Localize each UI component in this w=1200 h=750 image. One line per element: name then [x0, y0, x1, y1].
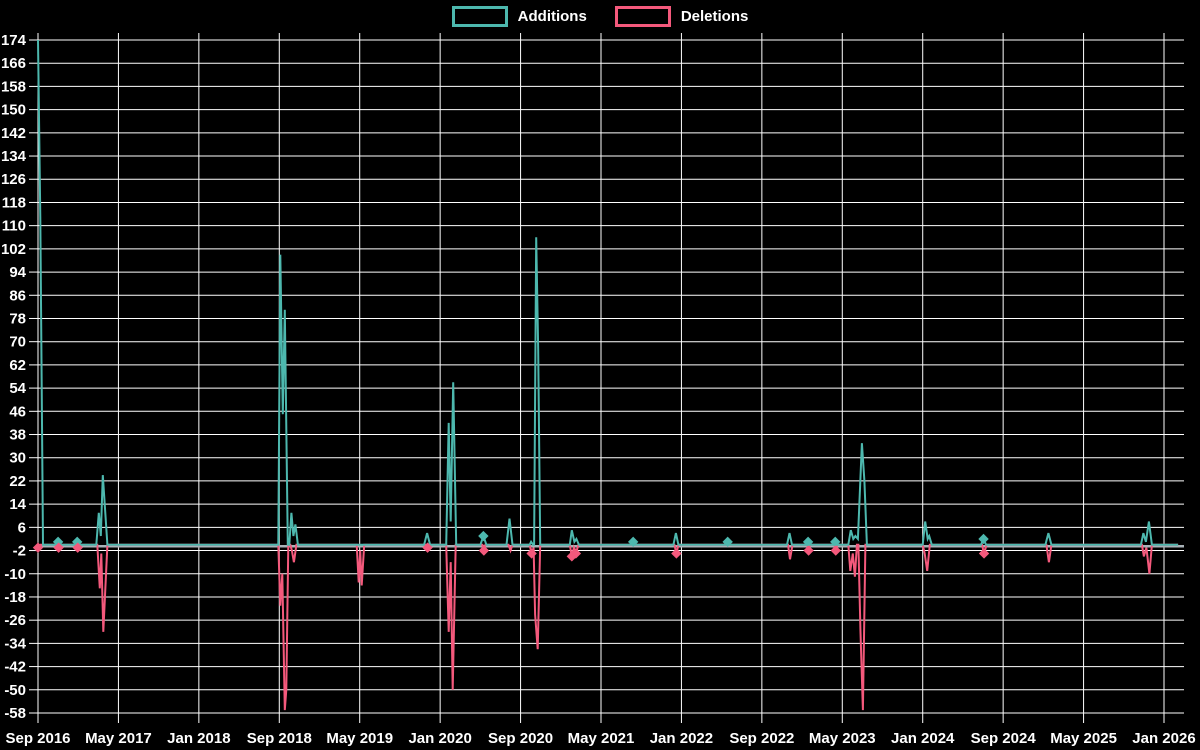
- x-tick-label: Jan 2024: [891, 730, 955, 747]
- y-tick-label: 6: [18, 519, 26, 536]
- x-tick-label: Sep 2016: [5, 730, 70, 747]
- marker-diamond-deletions: [422, 542, 433, 553]
- x-tick-label: Sep 2024: [971, 730, 1037, 747]
- legend-item-additions[interactable]: Additions: [451, 6, 587, 27]
- x-tick-label: May 2021: [568, 730, 635, 747]
- y-tick-label: 118: [2, 194, 26, 211]
- marker-diamond-deletions: [570, 548, 582, 559]
- marker-diamond-deletions: [671, 548, 682, 559]
- marker-diamond-additions: [722, 536, 733, 548]
- y-tick-label: 102: [1, 241, 26, 258]
- y-tick-label: 14: [9, 496, 26, 513]
- y-tick-label: 110: [2, 218, 26, 235]
- y-tick-label: 62: [9, 357, 26, 374]
- legend-item-deletions[interactable]: Deletions: [614, 6, 749, 27]
- y-tick-label: -34: [4, 635, 26, 652]
- y-tick-label: -10: [4, 566, 26, 583]
- y-tick-label: 166: [1, 55, 26, 72]
- x-tick-label: May 2017: [85, 730, 152, 747]
- y-tick-label: 86: [9, 287, 26, 304]
- y-tick-label: 54: [9, 380, 26, 397]
- y-tick-label: -58: [4, 705, 26, 722]
- marker-diamond-deletions: [478, 545, 490, 556]
- y-tick-label: 126: [1, 171, 26, 188]
- y-tick-label: 46: [9, 403, 26, 420]
- series-line-additions: [37, 39, 1179, 546]
- y-tick-label: 94: [9, 264, 26, 281]
- y-tick-label: 158: [1, 78, 26, 95]
- x-tick-label: Jan 2022: [650, 730, 713, 747]
- marker-diamond-additions: [627, 536, 639, 548]
- y-tick-label: 30: [9, 450, 26, 467]
- x-tick-label: May 2025: [1050, 730, 1117, 747]
- chart-legend: Additions Deletions: [0, 6, 1200, 27]
- y-tick-label: 134: [1, 148, 27, 165]
- x-tick-label: Sep 2020: [488, 730, 553, 747]
- x-tick-label: Jan 2026: [1132, 730, 1195, 747]
- x-tick-label: May 2023: [809, 730, 876, 747]
- y-tick-label: 22: [9, 473, 26, 490]
- deletions-legend-label: Deletions: [680, 8, 749, 25]
- x-tick-label: Sep 2018: [247, 730, 312, 747]
- y-tick-label: 174: [1, 32, 27, 49]
- marker-diamond-deletions: [978, 548, 990, 559]
- y-tick-label: -50: [4, 682, 26, 699]
- additions-swatch-icon: [451, 6, 508, 27]
- x-tick-label: Sep 2022: [729, 730, 794, 747]
- y-tick-label: 78: [9, 310, 26, 327]
- y-tick-label: 142: [1, 125, 26, 142]
- y-tick-label: 150: [1, 102, 26, 119]
- y-tick-label: 38: [9, 427, 26, 444]
- marker-diamond-deletions: [830, 545, 841, 556]
- y-tick-label: -2: [13, 543, 26, 560]
- marker-diamond-deletions: [526, 548, 537, 559]
- y-tick-label: -42: [4, 659, 26, 676]
- marker-diamond-additions: [978, 533, 989, 545]
- marker-diamond-deletions: [53, 542, 64, 553]
- y-tick-label: -26: [4, 612, 26, 629]
- marker-diamond-deletions: [803, 545, 814, 556]
- y-tick-label: 70: [9, 334, 26, 351]
- x-tick-label: May 2019: [326, 730, 393, 747]
- y-tick-label: -18: [4, 589, 26, 606]
- deletions-swatch-icon: [614, 6, 671, 27]
- x-tick-label: Jan 2020: [408, 730, 471, 747]
- marker-diamond-deletions: [72, 542, 83, 553]
- x-tick-label: Jan 2018: [167, 730, 230, 747]
- additions-legend-label: Additions: [517, 8, 587, 25]
- series-line-deletions: [37, 543, 1179, 711]
- marker-diamond-additions: [478, 530, 489, 542]
- marker-diamond-deletions: [32, 542, 44, 553]
